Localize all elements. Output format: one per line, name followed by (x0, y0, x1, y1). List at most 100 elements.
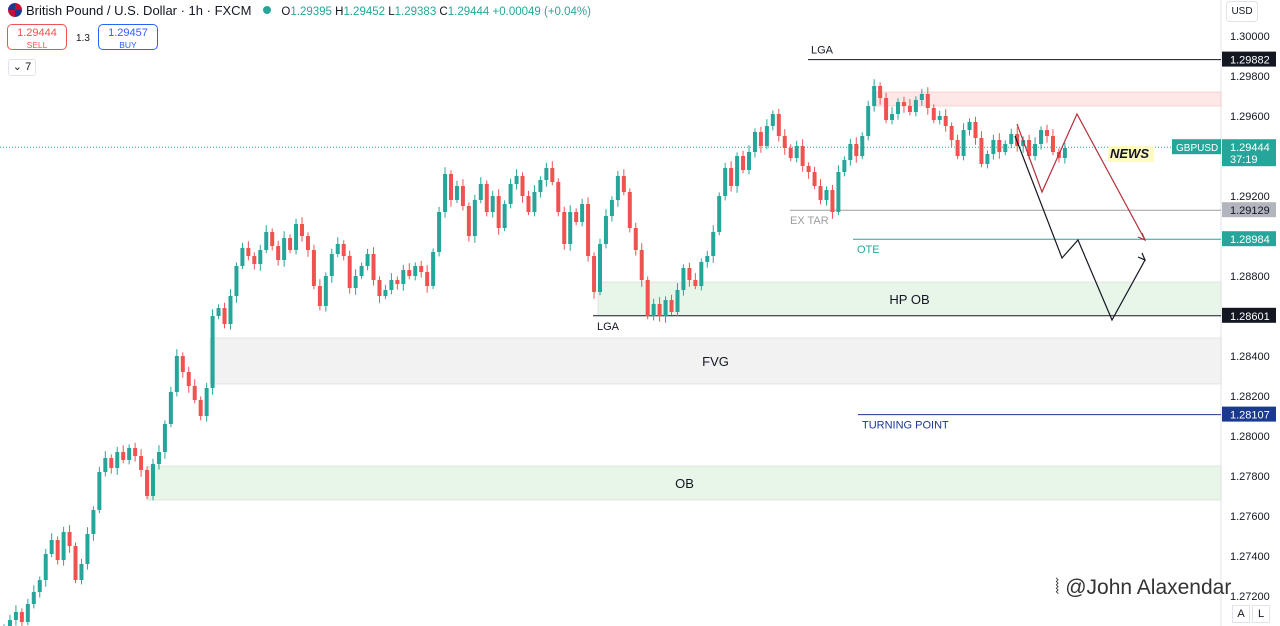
candle-body (741, 156, 746, 170)
candle-body (687, 268, 692, 280)
candle-body (586, 204, 591, 256)
candle-body (991, 140, 996, 154)
candle-body (836, 172, 841, 212)
projection-path (1016, 112, 1146, 241)
candle-body (198, 400, 203, 416)
candle-body (508, 184, 513, 204)
candle-body (270, 232, 275, 246)
candle-body (717, 196, 722, 232)
news-badge-bg (1108, 146, 1154, 162)
symbol-tag: GBPUSD (1176, 143, 1218, 154)
candle-body (317, 286, 322, 306)
candle-body (127, 448, 132, 460)
zone-label: OB (675, 476, 694, 491)
candle-body (1045, 130, 1049, 136)
candle-body (174, 356, 179, 392)
candle-body (79, 564, 84, 580)
candle-body (395, 280, 400, 284)
candle-body (890, 114, 895, 120)
candle-body (669, 300, 674, 312)
candle-body (121, 452, 126, 460)
candle-body (347, 256, 352, 288)
y-tick-label: 1.29200 (1230, 191, 1270, 203)
candle-body (645, 280, 650, 316)
candle-body (520, 176, 525, 196)
candle-body (931, 108, 936, 120)
buy-button[interactable]: 1.29457 BUY (98, 24, 158, 50)
chevron-down-icon: ⌄ (12, 61, 23, 73)
candle-body (711, 232, 716, 256)
symbol-tag-bg (1172, 139, 1221, 155)
candle-body (192, 386, 197, 400)
y-tick-label: 1.29800 (1230, 71, 1270, 83)
zone-label: FVG (702, 354, 729, 369)
candle-body (1021, 140, 1026, 146)
y-tick-label: 1.27800 (1230, 471, 1270, 483)
candle-body (1033, 144, 1038, 156)
candle-body (1027, 140, 1032, 156)
symbol-title[interactable]: British Pound / U.S. Dollar · 1h · FXCM (26, 3, 252, 18)
candle-body (925, 94, 930, 108)
candle-body (186, 372, 191, 386)
candle-body (151, 464, 155, 496)
auto-scale-button[interactable]: A (1232, 605, 1250, 623)
candle-body (359, 266, 364, 276)
candle-body (627, 192, 632, 228)
y-tick-label: 1.28400 (1230, 351, 1270, 363)
candle-body (401, 270, 406, 284)
candle-body (860, 136, 865, 156)
candle-body (830, 190, 835, 212)
candle-body (1050, 136, 1055, 152)
candle-body (37, 580, 42, 592)
candle-body (49, 540, 54, 554)
candle-body (1039, 130, 1044, 144)
candle-body (603, 216, 608, 244)
sell-button[interactable]: 1.29444 SELL (7, 24, 67, 50)
candle-body (562, 212, 567, 244)
level-label: OTE (857, 244, 880, 256)
candle-body (323, 276, 328, 306)
indicators-toggle[interactable]: ⌄ 7 (8, 59, 36, 76)
candle-body (300, 224, 304, 236)
candle-body (1062, 148, 1067, 158)
ohlc-readout: O1.29395 H1.29452 L1.29383 C1.29444 +0.0… (281, 6, 591, 18)
candle-body (598, 244, 602, 292)
y-tick-label: 1.27400 (1230, 551, 1270, 563)
candle-body (568, 212, 573, 244)
candle-body (377, 280, 382, 296)
watermark-logo-icon: ⦚ (1055, 576, 1060, 599)
price-tag-bg (1222, 51, 1276, 67)
candle-body (907, 106, 912, 112)
candle-body (311, 250, 316, 286)
candle-body (979, 138, 984, 164)
candle-body (222, 308, 227, 324)
candle-body (156, 452, 161, 464)
candle-body (472, 200, 477, 236)
price-tag: 1.28601 (1230, 311, 1270, 323)
buy-label: BUY (119, 40, 137, 50)
candle-body (574, 212, 579, 222)
candle-body (97, 472, 102, 510)
candle-body (61, 532, 66, 560)
candle-body (1003, 144, 1008, 152)
candle-body (699, 262, 704, 286)
y-tick-label: 1.28200 (1230, 391, 1270, 403)
indicators-count: 7 (25, 61, 32, 73)
candle-body (592, 256, 597, 292)
candle-body (496, 196, 501, 228)
price-tag-bg (1222, 307, 1276, 323)
candle-body (973, 122, 978, 138)
candle-body (216, 308, 221, 316)
log-scale-button[interactable]: L (1252, 605, 1270, 623)
currency-selector[interactable]: USD (1226, 1, 1258, 22)
candle-body (85, 534, 90, 564)
candle-body (824, 190, 829, 200)
y-tick-label: 1.30000 (1230, 31, 1270, 43)
price-tag: 1.29129 (1230, 205, 1270, 217)
candle-body (764, 126, 769, 146)
candle-body (264, 232, 269, 250)
level-label: EX TAR (790, 215, 829, 227)
news-annotation: NEWS (1110, 146, 1149, 161)
candle-body (276, 246, 281, 260)
